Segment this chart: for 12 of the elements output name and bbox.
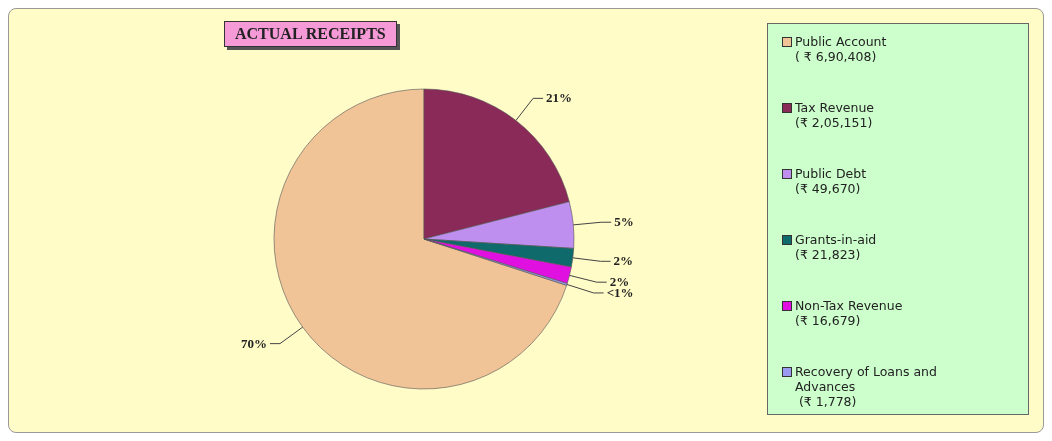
legend-label: Public Account ( ₹ 6,90,408) [795,34,887,64]
legend-label: Tax Revenue (₹ 2,05,151) [795,100,875,130]
data-label: 21% [546,90,573,106]
data-label: 2% [613,253,634,269]
chart-title: ACTUAL RECEIPTS [224,21,397,47]
legend-label: Non-Tax Revenue (₹ 16,679) [795,298,903,328]
legend-label: Grants-in-aid (₹ 21,823) [795,232,877,262]
legend-label: Public Debt (₹ 49,670) [795,166,867,196]
data-label: 70% [240,335,267,351]
data-label: 2% [609,274,630,290]
legend-label: Recovery of Loans and Advances (₹ 1,778) [795,364,937,409]
data-label: 5% [614,214,634,230]
